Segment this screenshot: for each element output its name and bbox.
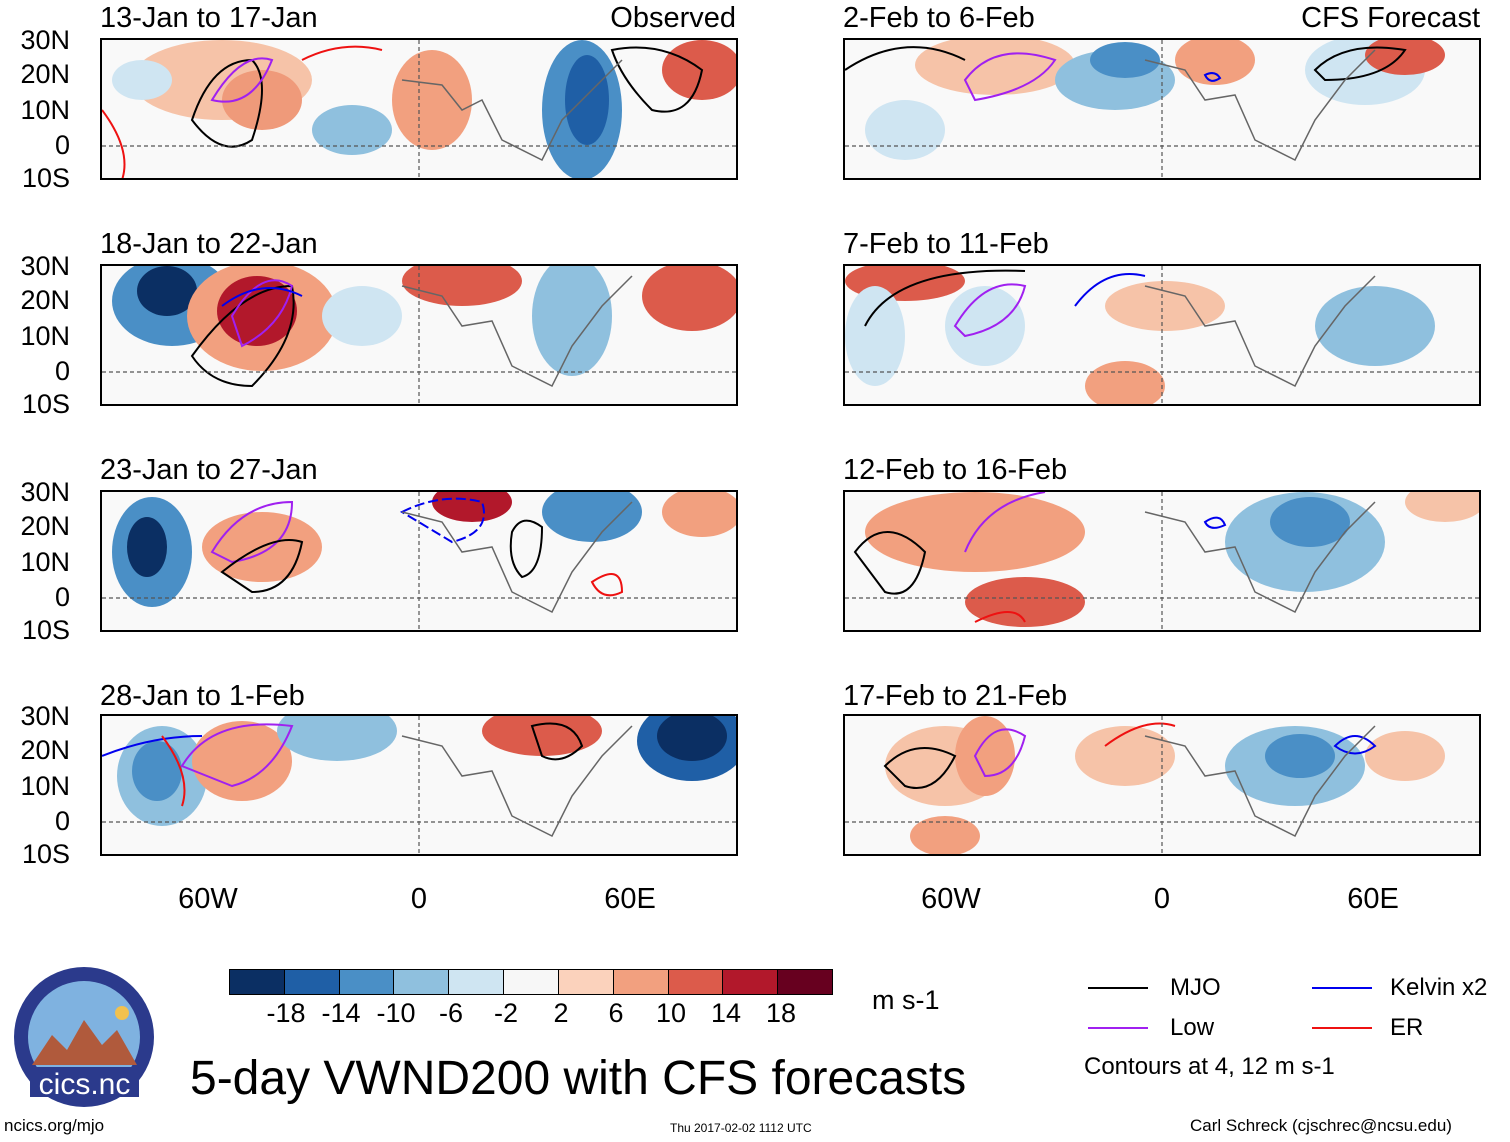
map-panel-observed-4 [100, 714, 738, 856]
lat-label: 0 [54, 130, 70, 160]
footer-author: Carl Schreck (cjschrec@ncsu.edu) [1190, 1116, 1452, 1135]
colorbar-tick-label: -10 [376, 998, 416, 1028]
colorbar-swatch [448, 970, 504, 994]
lon-label: 60E [604, 883, 656, 915]
map-panel-observed-3 [100, 490, 738, 632]
lat-label: 20N [20, 285, 70, 315]
lon-label: 60W [921, 883, 981, 915]
observed-panel-1-title: 13-Jan to 17-Jan [100, 2, 318, 34]
lat-label: 10N [20, 95, 70, 125]
lon-label: 60W [178, 883, 238, 915]
observed-label: Observed [610, 2, 736, 34]
forecast-panel-2-title: 7-Feb to 11-Feb [843, 228, 1049, 260]
lon-label: 0 [410, 883, 428, 915]
lat-label: 0 [54, 806, 70, 836]
lat-label: 20N [20, 511, 70, 541]
lat-label: 30N [20, 477, 70, 507]
colorbar-swatch [503, 970, 558, 994]
colorbar-tick-label: -6 [438, 998, 463, 1028]
lon-label: 60E [1347, 883, 1399, 915]
legend-mjo-label: MJO [1170, 974, 1221, 1001]
logo-emblem-icon [14, 967, 154, 1107]
legend-er-line [1312, 1027, 1372, 1029]
colorbar-swatch [722, 970, 778, 994]
colorbar-tick-label: -14 [321, 998, 361, 1028]
footer-url-link[interactable]: ncics.org/mjo [4, 1116, 105, 1135]
figure-title: 5-day VWND200 with CFS forecasts [190, 1052, 967, 1105]
colorbar-swatch [338, 970, 394, 994]
colorbar-tick-label: -18 [266, 998, 306, 1028]
colorbar-swatch [393, 970, 449, 994]
lat-label: 20N [20, 735, 70, 765]
map-panel-forecast-1 [843, 38, 1481, 180]
legend-low-line [1088, 1027, 1148, 1029]
legend-kelvin-line [1312, 987, 1372, 989]
footer-timestamp: Thu 2017-02-02 1112 UTC [670, 1121, 812, 1135]
observed-panel-3-title: 23-Jan to 27-Jan [100, 454, 318, 486]
colorbar-tick-label: 2 [553, 998, 569, 1028]
legend-low-label: Low [1170, 1014, 1215, 1041]
lat-label: 30N [20, 25, 70, 55]
legend-contours-note: Contours at 4, 12 m s-1 [1084, 1053, 1335, 1080]
lat-label: 0 [54, 582, 70, 612]
lat-label: 10N [20, 321, 70, 351]
colorbar-swatch [230, 970, 284, 994]
logo-text: cics.nc [38, 1068, 131, 1101]
lat-label: 10S [21, 839, 70, 869]
map-panel-forecast-4 [843, 714, 1481, 856]
lat-label: 30N [20, 701, 70, 731]
map-panel-observed-1 [100, 38, 738, 180]
lon-label: 0 [1153, 883, 1171, 915]
observed-panel-2-title: 18-Jan to 22-Jan [100, 228, 318, 260]
map-panel-forecast-2 [843, 264, 1481, 406]
legend-kelvin-label: Kelvin x2 [1390, 974, 1488, 1001]
map-panel-forecast-3 [843, 490, 1481, 632]
colorbar-swatch [667, 970, 723, 994]
legend-er-label: ER [1390, 1014, 1424, 1041]
forecast-panel-1-title: 2-Feb to 6-Feb [843, 2, 1035, 34]
colorbar-tick-label: 18 [765, 998, 797, 1028]
colorbar-tick-label: -2 [493, 998, 518, 1028]
lat-label: 10S [21, 163, 70, 193]
lat-label: 30N [20, 251, 70, 281]
lat-label: 10N [20, 547, 70, 577]
observed-panel-4-title: 28-Jan to 1-Feb [100, 680, 305, 712]
colorbar-unit: m s-1 [872, 985, 940, 1015]
lat-label: 0 [54, 356, 70, 386]
colorbar-tick-label: 14 [710, 998, 742, 1028]
legend-mjo-line [1088, 987, 1148, 989]
forecast-label: CFS Forecast [1301, 2, 1480, 34]
lat-label: 10S [21, 615, 70, 645]
forecast-panel-3-title: 12-Feb to 16-Feb [843, 454, 1068, 486]
colorbar-swatch [777, 970, 832, 994]
cics-logo: cics.nc [12, 965, 157, 1110]
forecast-panel-4-title: 17-Feb to 21-Feb [843, 680, 1068, 712]
colorbar-swatch [557, 970, 613, 994]
colorbar-swatch [612, 970, 668, 994]
lat-label: 20N [20, 59, 70, 89]
colorbar-tick-label: 10 [655, 998, 687, 1028]
map-panel-observed-2 [100, 264, 738, 406]
colorbar-tick-label: 6 [608, 998, 624, 1028]
colorbar-swatch [283, 970, 339, 994]
colorbar [229, 969, 833, 995]
lat-label: 10N [20, 771, 70, 801]
lat-label: 10S [21, 389, 70, 419]
